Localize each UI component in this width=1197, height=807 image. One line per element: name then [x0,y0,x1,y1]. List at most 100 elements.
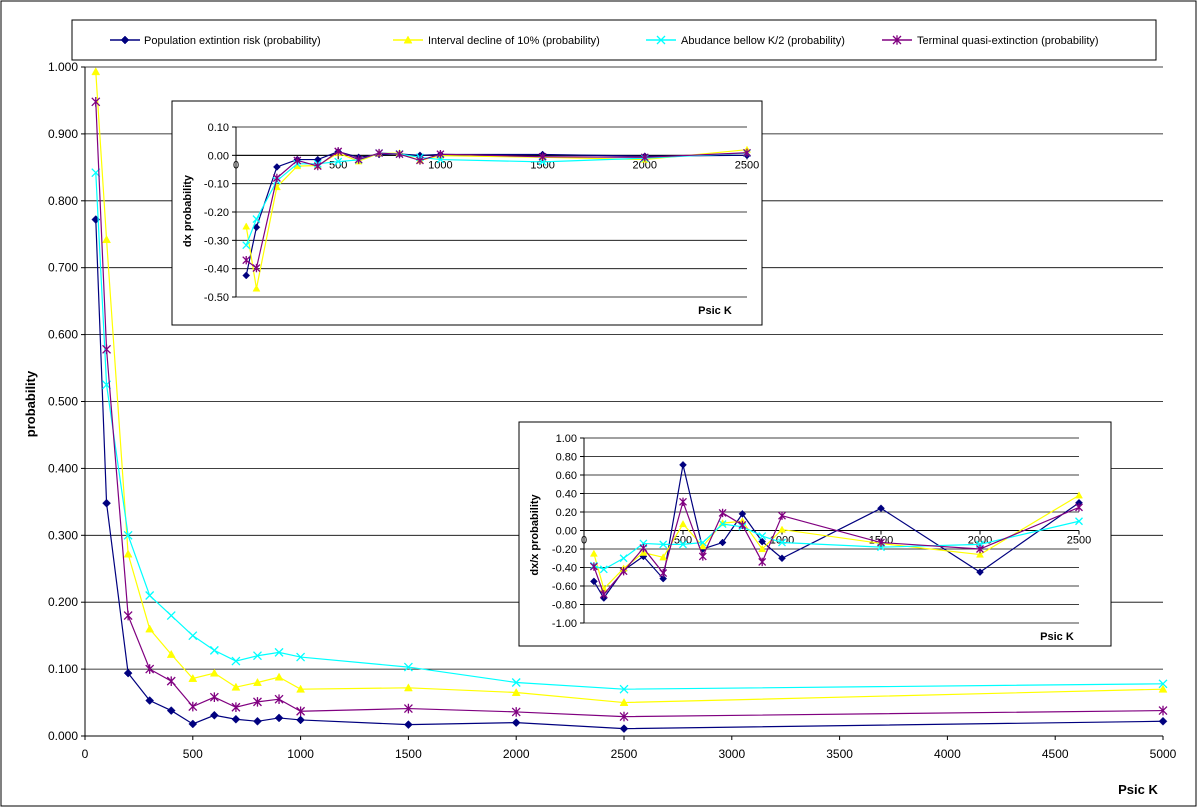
data-point [599,565,608,574]
data-point [272,173,281,183]
y-tick-label: 0.100 [48,662,78,676]
series-line [593,499,1080,596]
data-point [231,702,241,713]
x-tick-label: 0 [581,535,587,547]
x-tick-label: 2500 [1067,535,1091,547]
y-tick-label: -0.80 [552,600,577,612]
x-tick-label: 3000 [718,747,745,761]
data-point [758,532,767,541]
inset-dxx-y-tick-labels: -1.00 -0.80 -0.60 -0.40 -0.20 0.00 0.20 0.40 0.6… [552,433,577,630]
data-point [679,520,687,528]
y-tick-label: -0.40 [552,563,577,575]
data-point [274,713,284,723]
data-point [274,672,284,681]
data-point [242,271,251,280]
y-tick-label: 0.800 [48,194,78,208]
y-tick-label: 0.200 [48,595,78,609]
legend-item-1: Interval decline of 10% (probability) [393,35,600,47]
data-point [758,544,767,553]
y-tick-label: 0.40 [556,489,577,501]
data-point [589,549,598,557]
main-x-axis-title: Psic K [1118,782,1158,797]
x-tick-label: 1500 [395,747,422,761]
inset-dxx-x-axis-title: Psic K [1040,631,1074,643]
y-tick-label: 1.000 [48,60,78,74]
data-point [778,525,786,533]
x-tick-label: 2000 [503,747,530,761]
y-tick-label: 0.300 [48,528,78,542]
data-point [403,683,413,692]
y-tick-label: 0.900 [48,127,78,141]
data-point [123,549,133,558]
data-point [1158,716,1168,726]
legend-label: Terminal quasi-extinction (probability) [917,35,1099,47]
x-tick-label: 5000 [1150,747,1177,761]
x-tick-label: 0 [233,159,239,171]
data-point [619,724,629,733]
x-tick-label: 4000 [934,747,961,761]
inset-dx-y-tick-labels: -0.50 -0.40 -0.30 -0.20 -0.10 0.00 0.10 [204,122,229,304]
data-point [145,664,155,674]
y-tick-label: 0.10 [208,122,229,134]
data-point [877,504,885,513]
data-point [1158,705,1168,716]
data-point [91,96,101,107]
legend: Population extintion risk (probability) … [71,19,1157,61]
y-tick-label: 0.80 [556,452,577,464]
series-1 [91,67,1168,706]
data-point [619,684,629,694]
data-point [659,553,668,561]
data-point [538,152,547,161]
inset-dxx-gridlines [580,437,1080,624]
data-point [209,692,219,702]
legend-item-0: Population extintion risk (probability) [110,35,321,47]
y-tick-label: -0.60 [552,581,577,593]
data-point [511,678,521,687]
data-point [1158,679,1168,689]
data-point [145,624,155,633]
data-point [718,520,727,528]
data-point [354,155,363,164]
data-point [231,682,241,691]
data-point [659,574,668,583]
data-point [123,530,133,540]
data-point [91,67,101,76]
legend-key [646,35,676,45]
data-point [590,577,598,586]
y-tick-label: 0.000 [48,729,78,743]
data-point [166,706,176,715]
data-point [252,284,261,292]
data-point [403,662,413,672]
y-tick-label: -0.50 [204,292,229,304]
legend-label: Population extintion risk (probability) [144,35,321,47]
data-point [619,567,628,576]
data-point [976,568,984,576]
legend-key [882,35,912,45]
y-tick-label: 0.00 [208,150,229,162]
data-point [242,222,251,230]
data-point [102,344,112,355]
data-point [589,562,598,571]
legend-key [110,35,140,45]
data-point [252,215,261,224]
x-tick-label: 1000 [287,747,314,761]
data-point [511,707,521,717]
y-tick-label: 1.00 [556,433,577,445]
data-point [511,718,521,727]
data-point [778,554,786,563]
x-tick-label: 4500 [1042,747,1069,761]
legend-key-marker [892,35,902,45]
data-point [242,241,251,250]
legend-key [393,35,423,44]
data-point [698,542,707,550]
inset-dx-x-axis-title: Psic K [698,305,732,317]
y-tick-label: 0.500 [48,395,78,409]
x-tick-label: 1000 [428,159,452,171]
data-point [253,677,262,686]
main-x-tick-labels: 0 500 1000 1500 2000 2500 3000 3500 4000 4500 5000 [82,747,1177,761]
data-point [188,631,198,641]
y-tick-label: 0.60 [556,470,577,482]
data-point [188,673,198,682]
data-point [242,255,251,265]
